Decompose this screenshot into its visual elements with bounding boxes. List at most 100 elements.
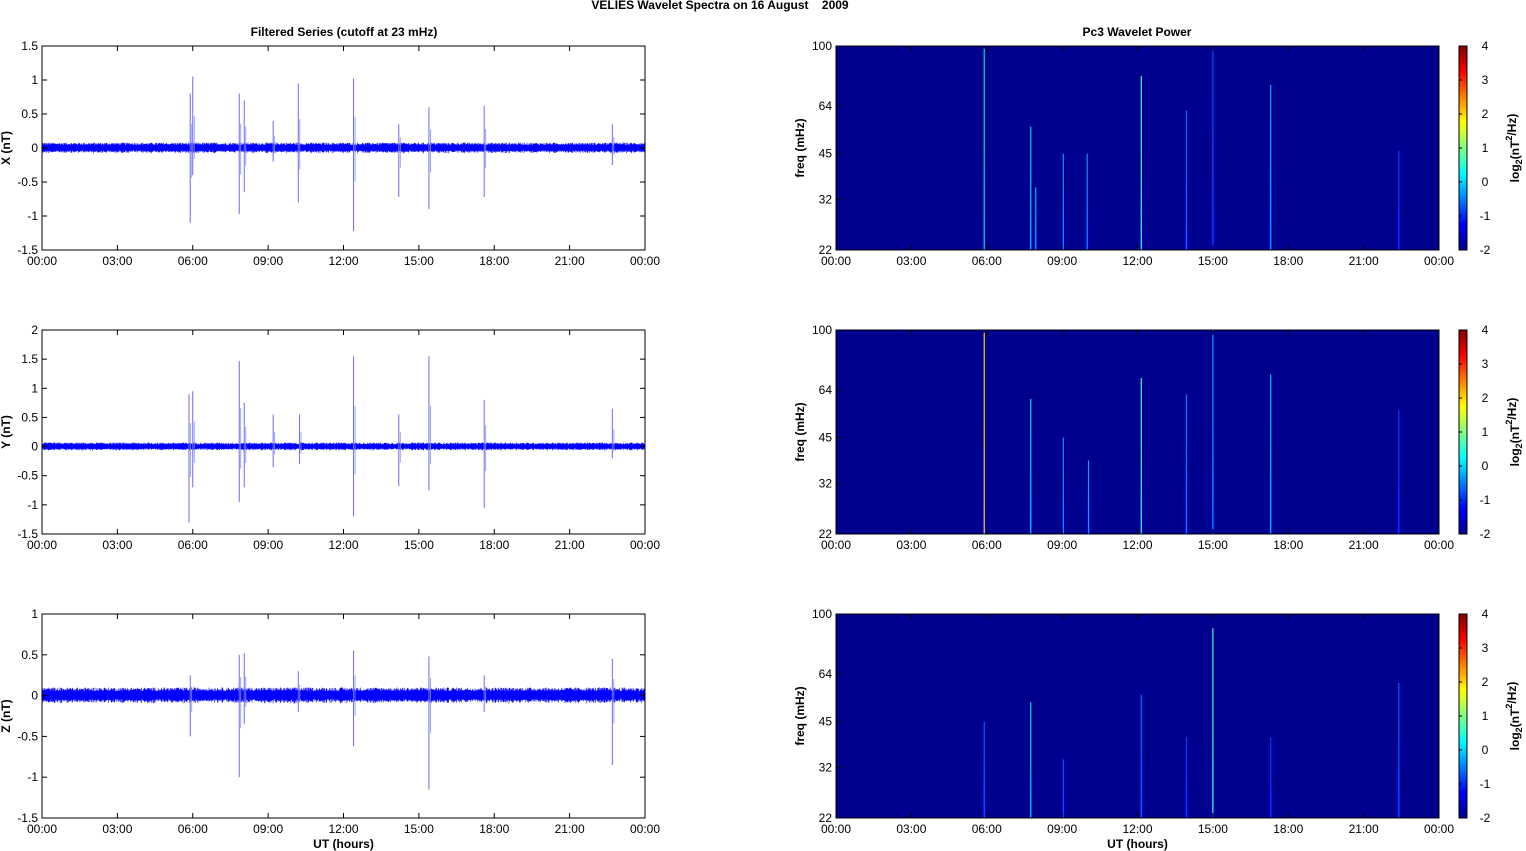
colorbar-label-part: 2 [1514,727,1524,732]
left-column-title: Filtered Series (cutoff at 23 mHz) [251,25,438,39]
x-tick-label: 09:00 [1047,538,1077,552]
series-trace [42,76,645,231]
y-tick-label: 100 [812,323,832,337]
x-tick-label: 03:00 [102,822,132,836]
x-tick-label: 15:00 [1198,254,1228,268]
x-tick-label: 06:00 [972,822,1002,836]
y-tick-label: 0.5 [21,107,38,121]
x-tick-label: 18:00 [1273,822,1303,836]
colorbar-tick-label: 4 [1482,607,1489,621]
x-tick-label: 15:00 [404,538,434,552]
x-tick-label: 03:00 [896,538,926,552]
x-tick-label: 00:00 [27,538,57,552]
y-tick-label: 0.5 [21,410,38,424]
colorbar-tick-label: 2 [1482,107,1489,121]
x-tick-label: 09:00 [253,538,283,552]
y-axis-label: Y (nT) [0,415,13,449]
y-tick-label: -0.5 [17,469,38,483]
x-tick-label: 00:00 [821,822,851,836]
colorbar-label-part: log [1508,448,1522,466]
x-tick-label: 00:00 [1424,822,1454,836]
colorbar-label-part: 2 [1504,704,1514,709]
colorbar-tick-label: -1 [1480,209,1491,223]
colorbar-gradient [1459,330,1467,534]
colorbar-gradient [1459,614,1467,818]
x-tick-label: 06:00 [972,538,1002,552]
heatmap-background [836,614,1439,818]
colorbar-tick-label: 1 [1482,709,1489,723]
colorbar-tick-label: 3 [1482,73,1489,87]
colorbar-tick-label: 2 [1482,675,1489,689]
x-tick-label: 15:00 [1198,538,1228,552]
y-tick-label: 1.5 [21,352,38,366]
colorbar-tick-label: 0 [1482,459,1489,473]
colorbar-label-part: log [1508,732,1522,750]
heatmap-background [836,46,1439,250]
y-tick-label: 100 [812,607,832,621]
x-tick-label: 00:00 [27,822,57,836]
x-tick-label: 21:00 [555,822,585,836]
x-tick-label: 09:00 [253,822,283,836]
colorbar-label: log2(nT2/Hz) [1504,398,1524,467]
colorbar-tick-label: 3 [1482,641,1489,655]
colorbar-label-part: 2 [1514,159,1524,164]
x-axis-label: UT (hours) [1107,837,1168,851]
x-tick-label: 00:00 [630,822,660,836]
y-tick-label: 0 [31,689,38,703]
colorbar-tick-label: 2 [1482,391,1489,405]
colorbar-label: log2(nT2/Hz) [1504,114,1524,183]
colorbar-tick-label: 1 [1482,141,1489,155]
colorbar-tick-label: -1 [1480,493,1491,507]
x-tick-label: 12:00 [328,254,358,268]
y-tick-label: 45 [819,147,833,161]
x-tick-label: 06:00 [178,254,208,268]
colorbar-tick-label: 4 [1482,39,1489,53]
x-tick-label: 18:00 [479,822,509,836]
x-tick-label: 03:00 [102,254,132,268]
y-tick-label: 64 [819,99,833,113]
y-tick-label: 32 [819,761,833,775]
x-tick-label: 03:00 [102,538,132,552]
x-tick-label: 03:00 [896,254,926,268]
x-tick-label: 18:00 [1273,538,1303,552]
series-panel-y: 21.510.50-0.5-1-1.500:00 03:00 06:00 09:00 1… [0,323,660,552]
x-tick-label: 06:00 [972,254,1002,268]
colorbar-tick-label: 1 [1482,425,1489,439]
y-axis-label: Z (nT) [0,699,13,732]
x-tick-label: 00:00 [821,254,851,268]
y-tick-label: -0.5 [17,175,38,189]
series-panel-x: 1.510.50-0.5-1-1.500:00 03:00 06:00 09:00 12… [0,39,660,268]
colorbar-label-part: /Hz) [1505,682,1519,704]
y-tick-label: 45 [819,431,833,445]
colorbar-label-part: /Hz) [1505,114,1519,136]
colorbar-tick-label: -2 [1480,527,1491,541]
y-axis-label: freq (mHz) [793,118,807,177]
x-tick-label: 00:00 [27,254,57,268]
colorbar-tick-label: 3 [1482,357,1489,371]
y-tick-label: 32 [819,193,833,207]
y-axis-label: X (nT) [0,131,13,165]
y-tick-label: -0.5 [17,729,38,743]
colorbar-label: log2(nT2/Hz) [1504,682,1524,751]
x-tick-label: 15:00 [404,254,434,268]
colorbar-label-part: (nT [1508,424,1522,443]
x-tick-label: 21:00 [555,254,585,268]
colorbar-label-part: 2 [1514,443,1524,448]
y-axis-label: freq (mHz) [793,686,807,745]
x-tick-label: 15:00 [1198,822,1228,836]
x-tick-label: 21:00 [1349,822,1379,836]
x-tick-label: 03:00 [896,822,926,836]
heatmap-background [836,330,1439,534]
x-axis-label: UT (hours) [313,837,374,851]
y-tick-label: 1.5 [21,39,38,53]
y-tick-label: 1 [31,73,38,87]
y-tick-label: 64 [819,383,833,397]
series-trace [42,356,645,523]
y-tick-label: 32 [819,477,833,491]
colorbar-label-part: 2 [1504,136,1514,141]
x-tick-label: 21:00 [555,538,585,552]
